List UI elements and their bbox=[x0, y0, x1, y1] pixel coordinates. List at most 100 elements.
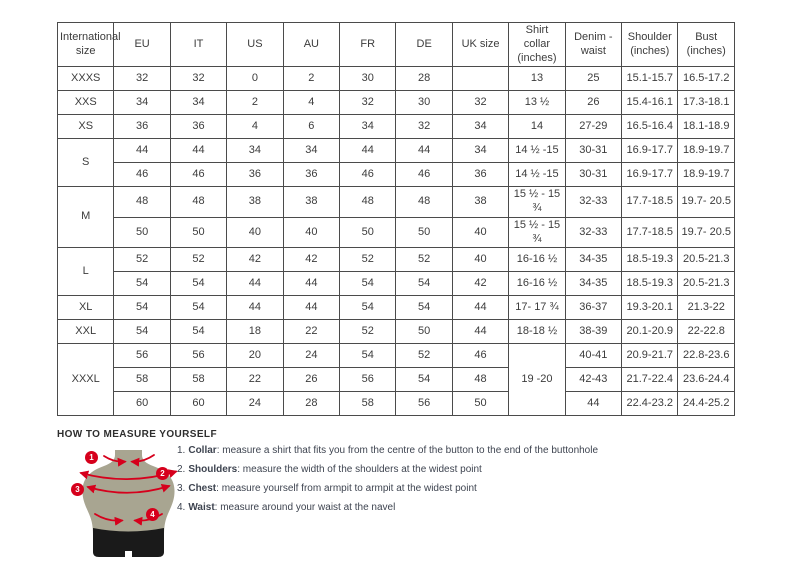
table-cell: 54 bbox=[169, 295, 228, 321]
table-cell: 23.6-24.4 bbox=[677, 367, 735, 393]
table-cell: 16.5-16.4 bbox=[621, 114, 679, 140]
table-cell: 17.3-18.1 bbox=[677, 90, 735, 116]
table-cell: 38 bbox=[226, 186, 284, 218]
table-cell: 46 bbox=[395, 162, 453, 188]
table-cell: 32 bbox=[169, 66, 228, 92]
table-cell: 15.1-15.7 bbox=[621, 66, 679, 92]
measure-step-shoulders: 2. Shoulders: measure the width of the sh… bbox=[177, 460, 767, 479]
table-cell: 44 bbox=[282, 295, 341, 321]
step-label: Waist bbox=[188, 502, 215, 513]
table-cell: 16.5-17.2 bbox=[677, 66, 735, 92]
step-label: Chest bbox=[188, 483, 217, 494]
column-header: US bbox=[226, 21, 284, 68]
table-cell: 30 bbox=[395, 90, 453, 116]
table-cell: 40 bbox=[451, 216, 510, 249]
table-cell: 46 bbox=[451, 343, 510, 369]
table-cell: 13 ½ bbox=[508, 90, 566, 116]
table-cell: 16.9-17.7 bbox=[621, 138, 679, 164]
measure-heading: HOW TO MEASURE YOURSELF bbox=[57, 429, 217, 440]
table-row: L 52 52 42 42 52 52 40 16-16 ½ 34-35 18.5-19.3 20.5… bbox=[56, 247, 735, 297]
table-cell: 15.4-16.1 bbox=[621, 90, 679, 116]
size-table: International size EU IT US AU FR DE UK size Shi… bbox=[56, 21, 735, 417]
column-header: International size bbox=[56, 21, 121, 68]
step-number: 1. bbox=[177, 445, 186, 456]
table-cell: 44 bbox=[282, 271, 341, 297]
size-label-cell: XL bbox=[56, 295, 115, 321]
column-header: UK size bbox=[451, 21, 510, 68]
measure-steps: 1. Collar: measure a shirt that fits you … bbox=[177, 441, 767, 517]
table-cell: 52 bbox=[339, 247, 397, 273]
table-cell: 50 bbox=[113, 216, 171, 249]
table-cell: 56 bbox=[395, 391, 453, 417]
table-cell: 32 bbox=[113, 66, 171, 92]
table-cell: 38-39 bbox=[564, 319, 623, 345]
size-label-cell: XXS bbox=[56, 90, 115, 116]
table-cell: 34 bbox=[282, 138, 341, 164]
step-label: Shoulders bbox=[188, 464, 238, 475]
table-header-row: International size EU IT US AU FR DE UK size Shi… bbox=[56, 21, 735, 68]
diagram-marker-2: 2 bbox=[156, 467, 169, 480]
table-cell: 0 bbox=[226, 66, 284, 92]
table-row: 60 60 24 28 58 56 50 44 22.4-23.2 24.4-25.2 bbox=[58, 391, 735, 417]
table-cell: 42 bbox=[282, 247, 341, 273]
column-header: DE bbox=[395, 21, 453, 68]
table-cell: 19.7- 20.5 bbox=[677, 216, 735, 249]
table-cell: 44 bbox=[226, 271, 284, 297]
table-cell: 27-29 bbox=[564, 114, 623, 140]
table-cell: 15 ½ - 15 ¾ bbox=[508, 216, 566, 249]
table-cell: 18.5-19.3 bbox=[621, 247, 679, 273]
table-cell: 44 bbox=[395, 138, 453, 164]
table-cell: 54 bbox=[169, 271, 228, 297]
table-cell: 34 bbox=[451, 114, 510, 140]
table-cell: 20.1-20.9 bbox=[621, 319, 679, 345]
table-cell: 36 bbox=[226, 162, 284, 188]
table-cell: 48 bbox=[113, 186, 171, 218]
table-row: 58 58 22 26 56 54 48 42-43 21.7-22.4 23.6-24.4 bbox=[58, 367, 735, 393]
table-cell: 32-33 bbox=[564, 216, 623, 249]
table-cell: 52 bbox=[113, 247, 171, 273]
table-cell: 22-22.8 bbox=[677, 319, 735, 345]
table-cell: 56 bbox=[169, 343, 228, 369]
table-cell: 22.8-23.6 bbox=[677, 343, 735, 369]
table-cell: 16.9-17.7 bbox=[621, 162, 679, 188]
table-cell: 46 bbox=[339, 162, 397, 188]
column-header: IT bbox=[169, 21, 228, 68]
size-label-cell: XXXS bbox=[56, 66, 115, 92]
table-cell: 42 bbox=[226, 247, 284, 273]
table-cell: 16-16 ½ bbox=[508, 247, 566, 273]
table-cell: 56 bbox=[339, 367, 397, 393]
table-cell: 19 -20 bbox=[508, 343, 566, 417]
table-cell: 15 ½ - 15 ¾ bbox=[508, 186, 566, 218]
table-cell: 52 bbox=[395, 343, 453, 369]
collar-measure-line bbox=[130, 454, 155, 467]
column-header: AU bbox=[282, 21, 341, 68]
table-cell: 22.4-23.2 bbox=[621, 391, 679, 417]
table-cell: 52 bbox=[169, 247, 228, 273]
diagram-marker-4: 4 bbox=[146, 508, 159, 521]
table-cell: 42 bbox=[451, 271, 510, 297]
table-cell: 4 bbox=[282, 90, 341, 116]
table-cell: 54 bbox=[395, 271, 453, 297]
measure-step-collar: 1. Collar: measure a shirt that fits you … bbox=[177, 441, 767, 460]
table-cell: 48 bbox=[395, 186, 453, 218]
size-label-cell: M bbox=[56, 186, 115, 249]
size-label-cell: XS bbox=[56, 114, 115, 140]
chest-measure-line bbox=[86, 483, 171, 494]
table-cell: 24 bbox=[282, 343, 341, 369]
table-cell: 60 bbox=[113, 391, 171, 417]
table-cell: 44 bbox=[113, 138, 171, 164]
table-cell: 22 bbox=[226, 367, 284, 393]
table-cell: 34 bbox=[339, 114, 397, 140]
table-cell: 36 bbox=[451, 162, 510, 188]
table-cell: 2 bbox=[282, 66, 341, 92]
table-cell: 32 bbox=[339, 90, 397, 116]
step-number: 2. bbox=[177, 464, 186, 475]
table-row: XXL 54 54 18 22 52 50 44 18-18 ½ 38-39 20.1-20.9 22… bbox=[56, 319, 735, 345]
table-cell: 19.3-20.1 bbox=[621, 295, 679, 321]
table-cell: 4 bbox=[226, 114, 284, 140]
table-cell: 19.7- 20.5 bbox=[677, 186, 735, 218]
table-cell: 20.9-21.7 bbox=[621, 343, 679, 369]
table-cell: 34-35 bbox=[564, 271, 623, 297]
table-cell: 18.9-19.7 bbox=[677, 138, 735, 164]
table-cell: 28 bbox=[395, 66, 453, 92]
